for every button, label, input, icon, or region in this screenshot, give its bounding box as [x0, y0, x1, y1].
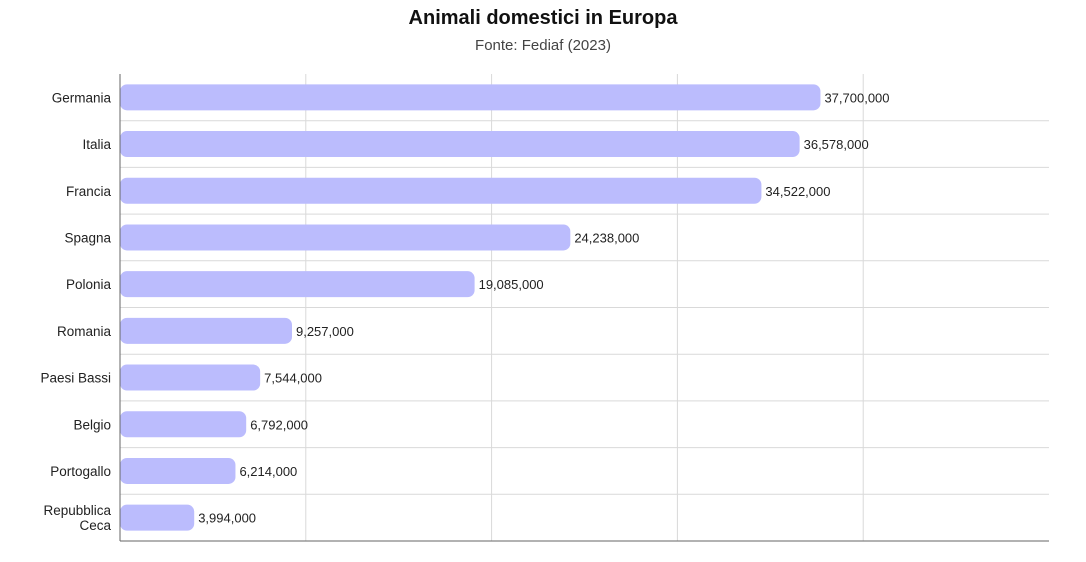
bars [120, 84, 821, 531]
category-label: Belgio [73, 417, 111, 432]
category-label-line: Francia [66, 184, 112, 199]
category-label: Spagna [64, 230, 111, 245]
value-label: 7,544,000 [264, 371, 322, 386]
value-label: 19,085,000 [479, 277, 544, 292]
category-label-line: Portogallo [50, 464, 111, 479]
category-label-line: Germania [52, 90, 112, 105]
category-label-line: Paesi Bassi [40, 371, 111, 386]
value-label: 24,238,000 [574, 230, 639, 245]
category-label-line: Romania [57, 324, 112, 339]
bar [120, 504, 195, 531]
bar [120, 317, 292, 344]
chart-subtitle: Fonte: Fediaf (2023) [475, 37, 611, 54]
category-label: Paesi Bassi [40, 371, 111, 386]
category-label: Polonia [66, 277, 112, 292]
bar [120, 271, 475, 298]
bar [120, 224, 571, 251]
category-label-line: Italia [82, 137, 111, 152]
bar [120, 131, 800, 158]
value-label: 34,522,000 [765, 184, 830, 199]
category-label: Portogallo [50, 464, 111, 479]
category-label-line: Polonia [66, 277, 112, 292]
category-label: Italia [82, 137, 111, 152]
category-label-line: Belgio [73, 417, 111, 432]
value-label: 6,792,000 [250, 417, 308, 432]
category-label: Francia [66, 184, 112, 199]
category-label-line: Ceca [79, 518, 111, 533]
value-label: 37,700,000 [824, 90, 889, 105]
bar [120, 457, 236, 484]
category-label: Repubblica Ceca [43, 503, 111, 533]
category-label-line: Repubblica [43, 503, 111, 518]
bar [120, 177, 762, 204]
value-label: 36,578,000 [804, 137, 869, 152]
bar [120, 84, 821, 111]
value-label: 9,257,000 [296, 324, 354, 339]
axes [119, 74, 1049, 542]
bar [120, 364, 261, 391]
chart-title: Animali domestici in Europa [408, 7, 678, 29]
category-label-line: Spagna [64, 230, 111, 245]
value-label: 3,994,000 [198, 511, 256, 526]
labels: 37,700,000 Germania 36,578,000 Italia 34,522… [40, 90, 889, 533]
category-label: Germania [52, 90, 112, 105]
value-label: 6,214,000 [239, 464, 297, 479]
bar [120, 411, 247, 438]
category-label: Romania [57, 324, 112, 339]
